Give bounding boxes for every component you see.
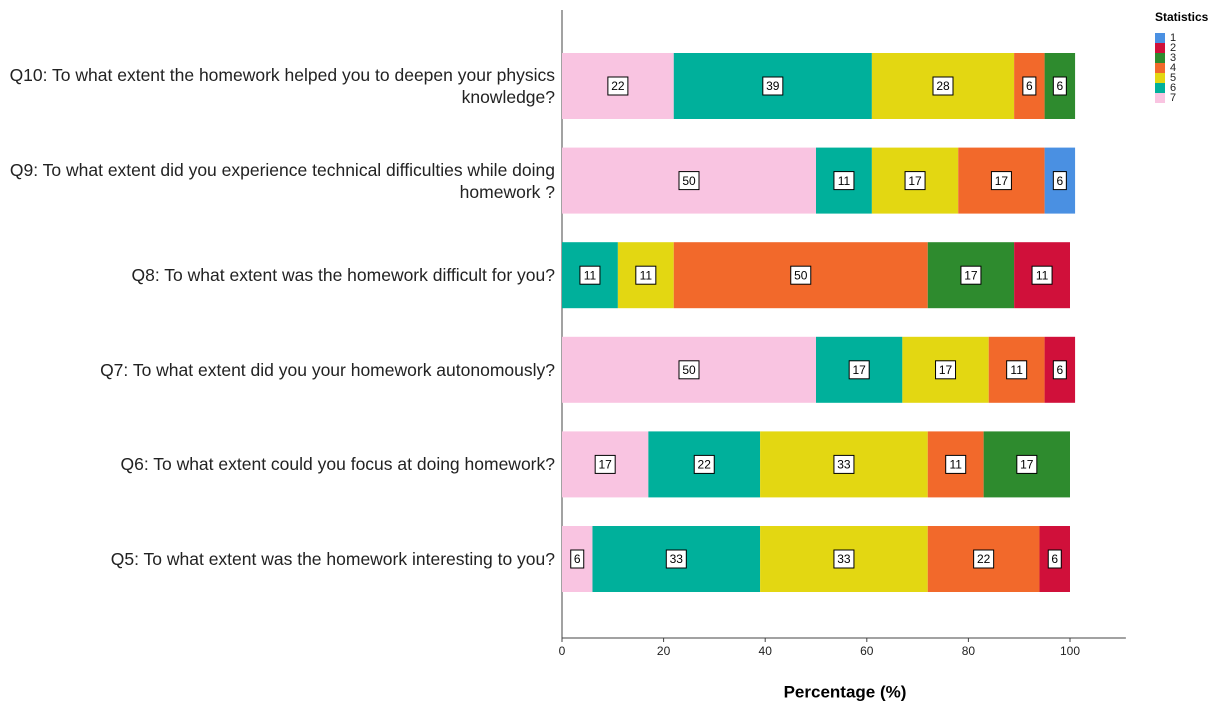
data-label-box [904, 171, 926, 191]
data-label-box [1052, 360, 1067, 380]
data-label: 22 [611, 79, 625, 93]
data-label: 39 [766, 79, 780, 93]
data-label-box [833, 549, 855, 569]
data-label-box [1047, 549, 1062, 569]
data-label: 17 [995, 174, 1009, 188]
legend-swatch [1155, 73, 1165, 83]
legend-label: 4 [1170, 62, 1176, 74]
data-label: 11 [584, 268, 597, 282]
data-label: 17 [908, 174, 922, 188]
x-tick-label: 100 [1060, 644, 1080, 658]
data-label: 6 [1056, 174, 1063, 188]
data-label-box [833, 171, 855, 191]
category-label: Q10: To what extent the homework helped … [9, 65, 555, 107]
data-label: 50 [682, 174, 696, 188]
data-label-box [570, 549, 585, 569]
data-label-box [665, 549, 687, 569]
data-label-box [579, 265, 601, 285]
category-label: Q5: To what extent was the homework inte… [110, 549, 555, 569]
data-label-box [945, 454, 967, 474]
x-tick-label: 60 [860, 644, 874, 658]
data-label: 11 [1010, 363, 1023, 377]
x-tick-label: 80 [962, 644, 976, 658]
data-label-box [607, 76, 629, 96]
legend-swatch [1155, 33, 1165, 43]
data-label-box [990, 171, 1012, 191]
data-label-box [848, 360, 870, 380]
data-label: 28 [936, 79, 950, 93]
legend-label: 2 [1170, 42, 1176, 54]
legend-title: Statistics [1155, 10, 1209, 24]
data-label: 17 [853, 363, 867, 377]
data-label: 33 [837, 458, 851, 472]
data-label-box [762, 76, 784, 96]
data-label: 6 [574, 552, 581, 566]
data-label-box [594, 454, 616, 474]
data-label: 17 [939, 363, 953, 377]
data-label-box [935, 360, 957, 380]
legend-swatch [1155, 43, 1165, 53]
legend-swatch [1155, 63, 1165, 73]
data-label: 6 [1056, 363, 1063, 377]
data-label: 17 [1020, 458, 1034, 472]
data-label-box [693, 454, 715, 474]
data-label: 6 [1051, 552, 1058, 566]
category-label: Q8: To what extent was the homework diff… [131, 265, 555, 286]
data-label: 22 [977, 552, 991, 566]
data-label-box [973, 549, 995, 569]
data-label: 17 [599, 458, 613, 472]
category-label: Q9: To what extent did you experience te… [9, 159, 555, 202]
legend-label: 1 [1170, 32, 1176, 44]
data-label-box [1052, 76, 1067, 96]
category-label: Q7: To what extent did you your homework… [100, 359, 555, 380]
legend-swatch [1155, 93, 1165, 103]
data-label: 11 [838, 174, 851, 188]
legend-label: 3 [1170, 52, 1176, 64]
legend-swatch [1155, 83, 1165, 93]
legend-label: 6 [1170, 82, 1176, 94]
x-tick-label: 40 [759, 644, 773, 658]
data-label: 17 [964, 268, 978, 282]
data-label-box [678, 360, 700, 380]
data-label-box [932, 76, 954, 96]
x-tick-label: 0 [559, 644, 566, 658]
x-tick-label: 20 [657, 644, 671, 658]
data-label-box [790, 265, 812, 285]
data-label: 11 [640, 268, 653, 282]
data-label: 6 [1056, 79, 1063, 93]
data-label: 33 [837, 552, 851, 566]
data-label-box [678, 171, 700, 191]
category-label: Q6: To what extent could you focus at do… [120, 454, 555, 475]
data-label-box [635, 265, 657, 285]
data-label-box [1006, 360, 1028, 380]
data-label-box [833, 454, 855, 474]
data-label: 22 [698, 458, 712, 472]
data-label-box [960, 265, 982, 285]
data-label-box [1022, 76, 1037, 96]
x-axis-title: Percentage (%) [784, 682, 907, 701]
data-label: 50 [682, 363, 696, 377]
data-label: 50 [794, 268, 808, 282]
legend-label: 7 [1170, 92, 1176, 104]
legend-swatch [1155, 53, 1165, 63]
data-label-box [1031, 265, 1053, 285]
data-label-box [1016, 454, 1038, 474]
data-label: 11 [949, 458, 962, 472]
data-label: 11 [1036, 268, 1049, 282]
data-label-box [1052, 171, 1067, 191]
data-label: 6 [1026, 79, 1033, 93]
data-label: 33 [670, 552, 684, 566]
legend-label: 5 [1170, 72, 1176, 84]
